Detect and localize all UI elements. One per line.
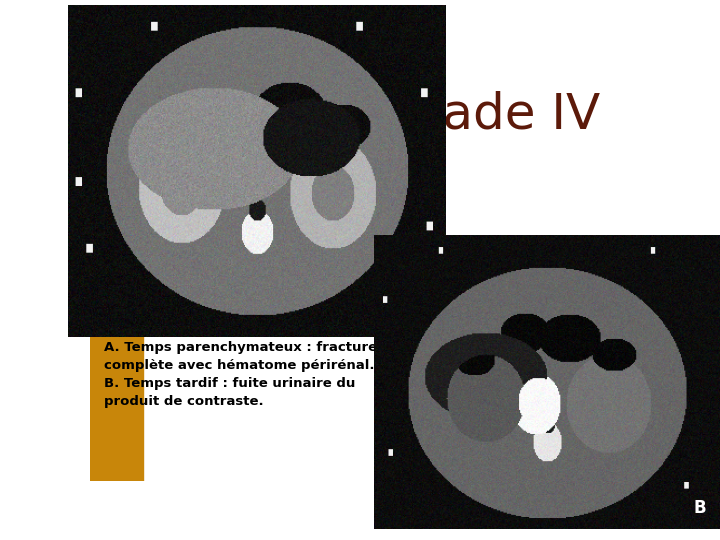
Bar bbox=[90, 65, 143, 481]
Text: TDM +C:
A. Temps parenchymateux : fracture
complète avec hématome périrénal.
B. : TDM +C: A. Temps parenchymateux : fractu… bbox=[104, 322, 377, 408]
Text: B: B bbox=[693, 500, 706, 517]
Text: Grade IV: Grade IV bbox=[383, 91, 600, 139]
